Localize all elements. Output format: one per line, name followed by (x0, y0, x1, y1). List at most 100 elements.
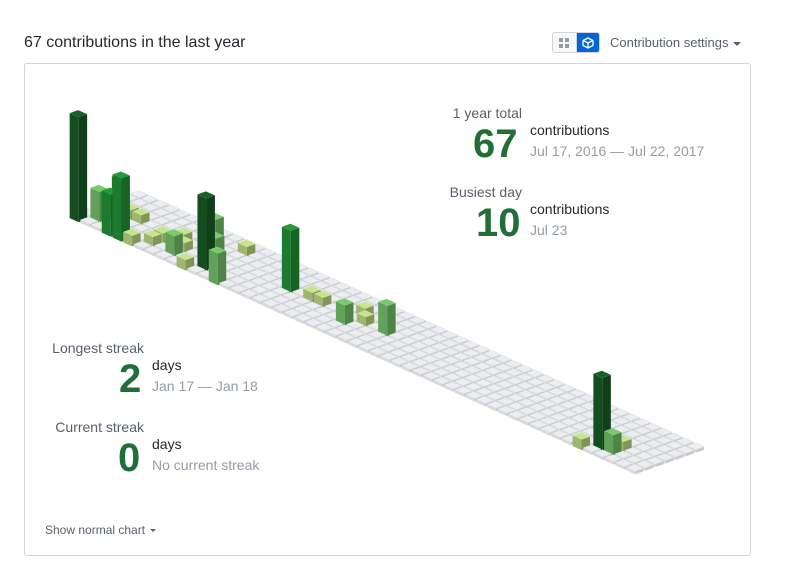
bar-top-face (314, 314, 334, 323)
bar-left-face (583, 447, 593, 455)
bar-top-face (504, 368, 524, 377)
show-normal-chart-button[interactable]: Show normal chart (45, 523, 157, 537)
bar-top-face (398, 336, 418, 345)
bar-top-face (526, 378, 545, 386)
bar-top-face (152, 216, 172, 225)
bar-left-face (486, 404, 496, 412)
bar-left-face (123, 231, 133, 247)
bar-left-face (197, 194, 207, 272)
contribution-bar (208, 246, 227, 286)
bar-right-face (655, 461, 664, 468)
bar-top-face (250, 294, 270, 302)
bar-right-face (685, 450, 695, 457)
bar-top-face (303, 310, 323, 318)
bar-top-face (664, 432, 684, 441)
bar-top-face (514, 364, 534, 373)
cube-icon (582, 36, 594, 49)
bar-left-face (390, 360, 400, 368)
bar-top-face (453, 377, 473, 386)
bar-top-face (140, 195, 160, 203)
bar-top-face (292, 296, 312, 305)
bar-top-face (593, 370, 611, 378)
bar-top-face (454, 386, 474, 395)
bar-top-face (568, 389, 588, 397)
bar-top-face (685, 442, 705, 451)
bar-left-face (551, 433, 561, 441)
bar-top-face (439, 330, 459, 339)
bar-top-face (174, 227, 193, 235)
bar-left-face (497, 409, 507, 417)
cube-view-button[interactable] (575, 33, 599, 52)
bar-left-face (80, 219, 90, 228)
bar-top-face (300, 267, 320, 276)
bar-top-face (537, 391, 557, 400)
bar-top-face (515, 381, 535, 390)
bar-top-face (389, 357, 409, 365)
bar-top-face (161, 204, 181, 213)
bar-top-face (399, 345, 419, 353)
bar-top-face (529, 420, 548, 428)
bar-top-face (131, 224, 151, 232)
bar-top-face (483, 367, 503, 375)
bar-top-face (440, 339, 460, 347)
bar-top-face (429, 326, 449, 334)
bar-right-face (695, 446, 705, 453)
contribution-settings-dropdown[interactable]: Contribution settings (610, 35, 741, 50)
bar-top-face (293, 313, 313, 322)
chart-view-toggle (552, 32, 600, 53)
bar-top-face (622, 430, 642, 438)
bar-top-face (238, 272, 258, 281)
bar-left-face (262, 302, 272, 310)
bar-top-face (432, 376, 452, 385)
bar-left-face (272, 307, 282, 315)
bar-left-face (144, 249, 154, 257)
bar-left-face (240, 292, 250, 300)
grid-view-button[interactable] (553, 33, 576, 52)
bar-left-face (347, 341, 357, 349)
bar-right-face (675, 453, 684, 460)
bar-top-face (527, 395, 547, 403)
bar-top-face (429, 334, 449, 343)
bar-top-face (431, 359, 451, 368)
bar-top-face (517, 407, 537, 415)
bar-top-face (420, 354, 440, 363)
bar-top-face (79, 216, 99, 225)
contribution-bar (165, 229, 183, 258)
bar-top-face (140, 203, 160, 212)
bar-top-face (507, 402, 526, 410)
bar-top-face (247, 252, 267, 260)
bar-left-face (519, 418, 529, 426)
bar-top-face (347, 337, 367, 346)
bar-top-face (281, 223, 300, 231)
bar-top-face (257, 248, 277, 257)
bar-top-face (644, 439, 664, 448)
bar-left-face (572, 435, 582, 451)
bar-top-face (539, 416, 559, 425)
bar-top-face (558, 392, 578, 401)
total-unit: contributions (530, 122, 610, 138)
bar-left-face (626, 467, 636, 475)
bar-top-face (303, 301, 323, 310)
bar-top-face (485, 384, 504, 392)
bar-top-face (484, 375, 504, 384)
bar-top-face (471, 345, 491, 354)
bar-top-face (633, 426, 652, 435)
caret-down-icon (150, 528, 157, 532)
bar-top-face (313, 290, 332, 298)
bar-top-face (397, 311, 416, 320)
bar-top-face (272, 303, 292, 312)
bar-left-face (476, 399, 486, 407)
bar-top-face (665, 441, 685, 449)
bar-top-face (293, 305, 312, 313)
bar-top-face (422, 371, 441, 380)
bar-top-face (419, 329, 438, 338)
busiest-value: 10 (476, 201, 521, 245)
bar-top-face (430, 351, 450, 359)
bar-left-face (208, 249, 218, 286)
bar-top-face (560, 426, 580, 435)
bar-top-face (463, 374, 483, 382)
bar-top-face (408, 333, 428, 341)
bar-left-face (379, 355, 389, 363)
bar-left-face (176, 256, 186, 271)
bar-top-face (644, 448, 664, 456)
